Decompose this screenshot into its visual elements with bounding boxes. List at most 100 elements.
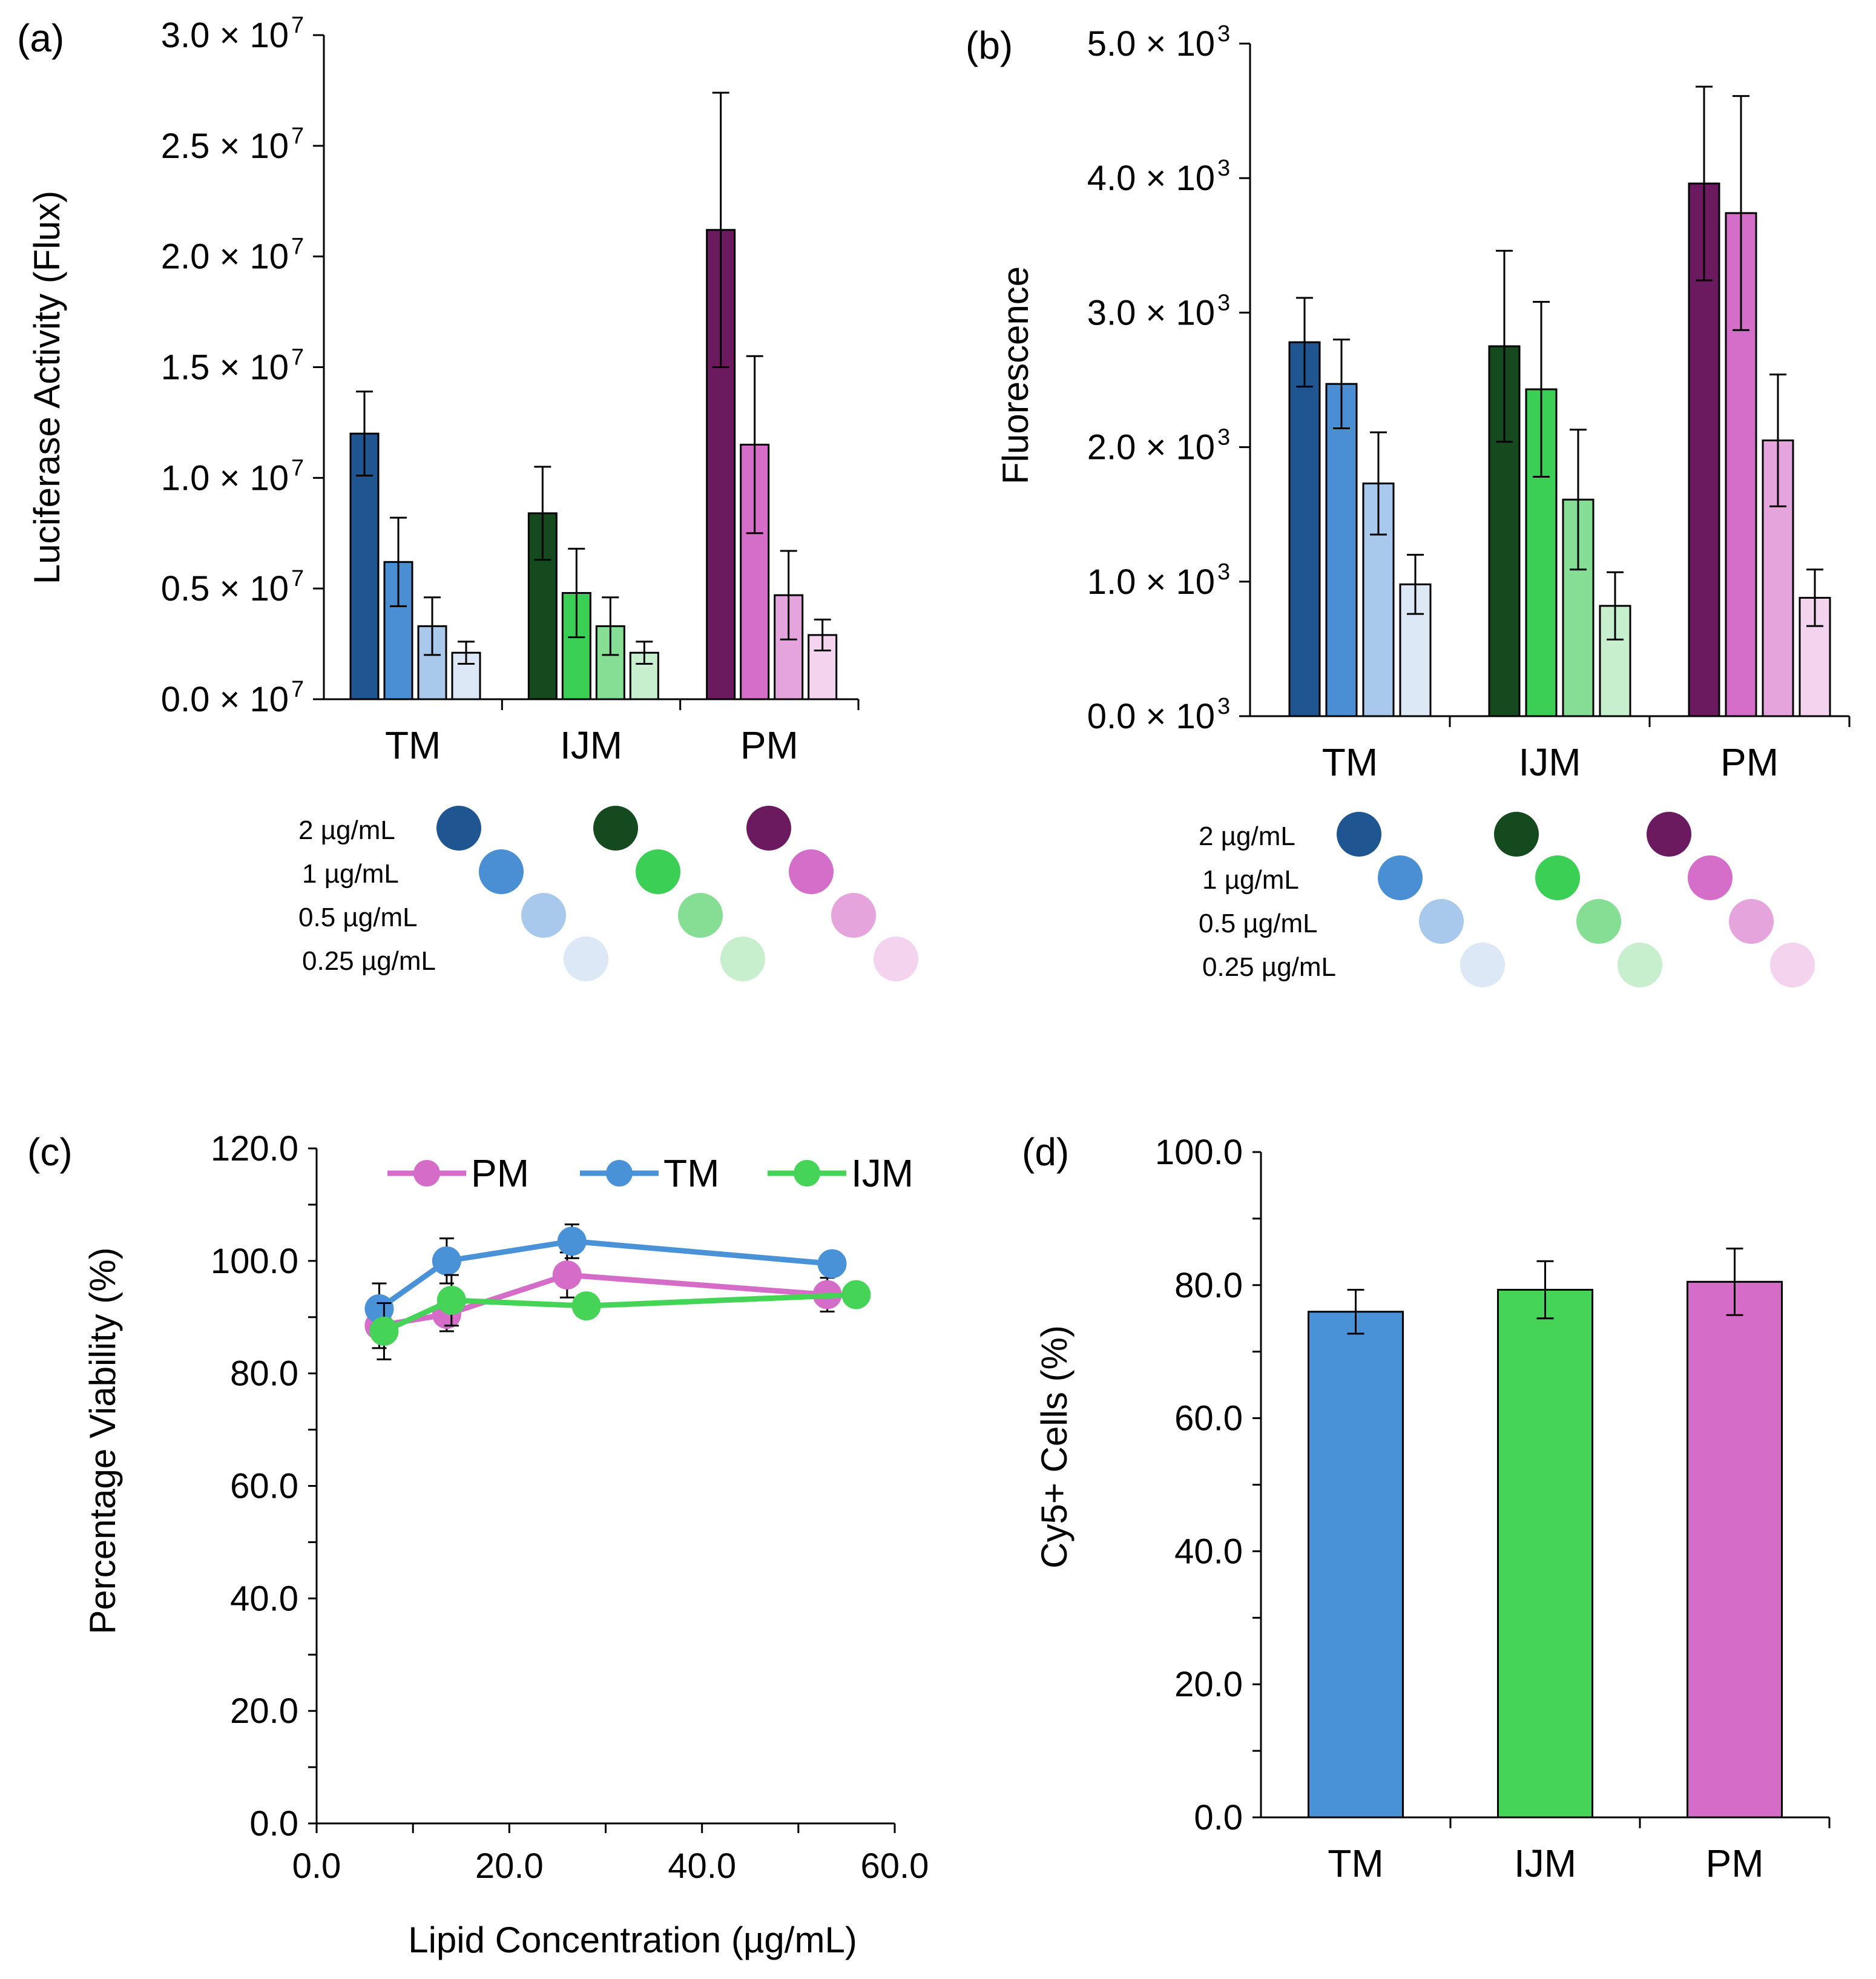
chart-c-xtick-label: 0.0 (292, 1846, 341, 1886)
legend-a-label: 0.25 µg/mL (302, 946, 436, 976)
legend-a-swatch (479, 849, 524, 894)
chart-c-point-tm (557, 1227, 587, 1256)
chart-b-ylabel: Fluorescence (995, 266, 1036, 484)
chart-a-ytick-label: 2.5 × 10 (161, 127, 289, 166)
chart-d-xtick-label: PM (1706, 1842, 1764, 1885)
chart-c-legend-label: TM (663, 1151, 719, 1195)
chart-c-legend-marker (606, 1160, 633, 1187)
chart-c-legend-marker (413, 1160, 440, 1187)
chart-c-line-tm (377, 1238, 832, 1311)
chart-a-ytick-label: 0.5 × 10 (161, 569, 289, 608)
legend-b-swatch (1770, 943, 1815, 987)
chart-d-ytick-label: 100.0 (1155, 1133, 1243, 1172)
legend-b-swatch (1494, 812, 1539, 857)
legend-b-swatch (1618, 943, 1662, 987)
chart-c-point-pm (552, 1260, 582, 1290)
chart-c-legend-label: PM (471, 1151, 529, 1195)
chart-a-bar (349, 432, 380, 700)
legend-b-swatch (1576, 899, 1621, 944)
chart-a-xtick-label: IJM (560, 723, 622, 767)
chart-a-ylabel: Luciferase Activity (Flux) (27, 191, 67, 584)
legend-a-swatch (678, 893, 723, 938)
legend-b-swatch (1647, 812, 1691, 857)
chart-c-ylabel: Percentage Viability (%) (82, 1247, 123, 1634)
chart-c-point-tm (364, 1294, 394, 1323)
legend-b-label: 0.5 µg/mL (1199, 909, 1318, 938)
chart-c-point-ijm (369, 1316, 399, 1346)
legend-b-swatch (1337, 812, 1381, 857)
chart-a-ytick-label: 0.0 × 10 (161, 680, 289, 719)
chart-a-xtick-label: TM (385, 723, 441, 767)
legend-b: 2 µg/mL 1 µg/mL 0.5 µg/mL 0.25 µg/mL (1199, 812, 1815, 987)
chart-b-xtick-label: TM (1322, 740, 1378, 784)
chart-c-ytick-label: 60.0 (230, 1467, 298, 1506)
chart-b-ytick-exponent: 3 (1217, 290, 1230, 315)
chart-d-ytick-label: 40.0 (1174, 1532, 1243, 1571)
chart-a-ytick-exponent: 7 (291, 345, 304, 370)
chart-c-point-ijm (841, 1280, 871, 1309)
chart-b-ytick-exponent: 3 (1217, 156, 1230, 181)
chart-a-ytick-label: 2.0 × 10 (161, 237, 289, 277)
chart-c-ytick-label: 20.0 (230, 1691, 298, 1731)
chart-a-ytick-label: 1.0 × 10 (161, 458, 289, 498)
chart-a: 0.0 × 10 70.5 × 10 71.0 × 10 71.5 × 10 72.0 … (161, 13, 860, 767)
chart-d-ylabel: Cy5+ Cells (%) (1034, 1325, 1075, 1569)
legend-b-swatch (1535, 855, 1580, 900)
chart-a-xtick-label: PM (740, 723, 798, 767)
chart-b-bar (1325, 383, 1358, 717)
legend-a-swatch (636, 849, 680, 894)
chart-c: 0.0 20.0 40.0 60.0 80.0 100.0 120.0 0.0 20.0 40.0… (211, 1129, 929, 1886)
chart-c-ytick-label: 80.0 (230, 1354, 298, 1394)
chart-c-xtick-label: 40.0 (668, 1846, 736, 1886)
chart-d-bar-tm (1308, 1311, 1404, 1819)
chart-b-ytick-label: 0.0 × 10 (1087, 697, 1215, 736)
chart-c-xtick-label: 60.0 (861, 1846, 929, 1886)
chart-a-ytick-exponent: 7 (291, 123, 304, 149)
chart-c-xlabel: Lipid Concentration (µg/mL) (408, 1920, 857, 1960)
chart-a-ytick-exponent: 7 (291, 13, 304, 38)
chart-b-bar (1562, 498, 1595, 717)
chart-d-ytick-label: 80.0 (1174, 1266, 1243, 1305)
chart-b-ytick-exponent: 3 (1217, 559, 1230, 585)
chart-b-bar (1762, 439, 1794, 717)
legend-a-swatch (874, 937, 918, 981)
legend-a-swatch (831, 893, 876, 938)
legend-a-swatch (789, 849, 834, 894)
chart-b-ytick-label: 1.0 × 10 (1087, 562, 1215, 602)
chart-a-bar (808, 634, 838, 700)
chart-c-xtick-label: 20.0 (475, 1846, 544, 1886)
chart-b-ytick-label: 2.0 × 10 (1087, 428, 1215, 467)
legend-b-label: 0.25 µg/mL (1202, 952, 1336, 982)
chart-d: 0.0 20.0 40.0 60.0 80.0 100.0 TM IJM PM (1155, 1133, 1831, 1885)
chart-b-xtick-label: PM (1720, 740, 1779, 784)
chart-c-line-ijm (383, 1292, 857, 1334)
panel-label-b: (b) (966, 24, 1013, 67)
legend-b-label: 1 µg/mL (1202, 865, 1299, 895)
chart-c-ytick-label: 100.0 (211, 1242, 298, 1281)
chart-d-ytick-label: 0.0 (1194, 1798, 1243, 1837)
chart-c-ytick-label: 40.0 (230, 1579, 298, 1618)
chart-a-ytick-exponent: 7 (291, 677, 304, 702)
chart-b-ytick-label: 5.0 × 10 (1087, 24, 1215, 64)
chart-d-xtick-label: TM (1328, 1842, 1383, 1885)
chart-a-ytick-exponent: 7 (291, 234, 304, 260)
chart-c-legend-marker (794, 1160, 820, 1187)
chart-b-bar (1288, 341, 1321, 717)
panel-label-c: (c) (27, 1130, 73, 1174)
panel-label-d: (d) (1022, 1130, 1069, 1174)
chart-b-ytick-exponent: 3 (1217, 21, 1230, 47)
chart-a-ytick-exponent: 7 (291, 566, 304, 591)
chart-d-ytick-label: 20.0 (1174, 1665, 1243, 1704)
chart-b-ytick-label: 4.0 × 10 (1087, 159, 1215, 198)
chart-c-point-ijm (436, 1285, 466, 1315)
chart-c-legend-label: IJM (851, 1151, 913, 1195)
legend-b-swatch (1460, 943, 1505, 987)
legend-a-swatch (746, 806, 791, 851)
chart-b: 0.0 × 10 31.0 × 10 32.0 × 10 33.0 × 10 34.0 … (1087, 21, 1851, 784)
legend-b-swatch (1419, 899, 1464, 944)
chart-b-xtick-label: IJM (1518, 740, 1581, 784)
chart-b-ytick-exponent: 3 (1217, 694, 1230, 719)
legend-a: 2 µg/mL 1 µg/mL 0.5 µg/mL 0.25 µg/mL (298, 806, 918, 981)
legend-b-label: 2 µg/mL (1199, 822, 1295, 851)
